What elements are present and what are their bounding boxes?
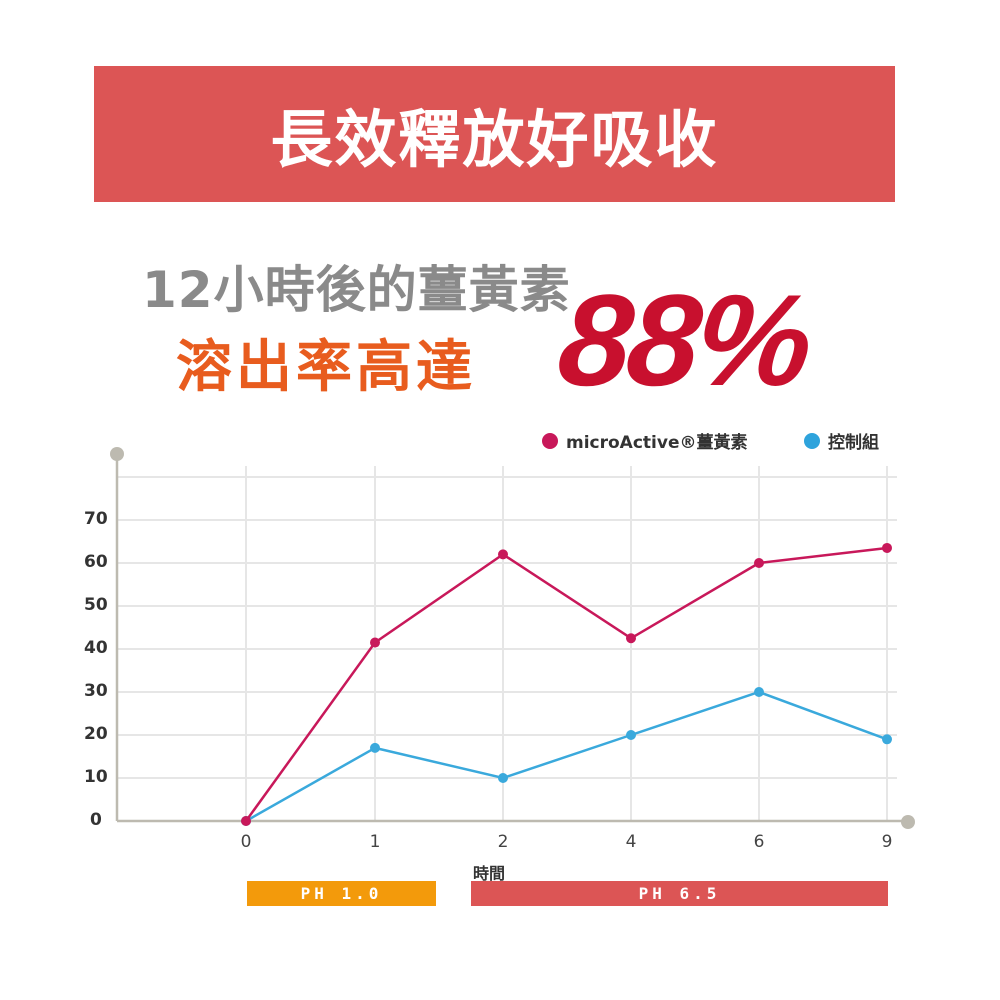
legend-item-control: 控制組 bbox=[804, 428, 879, 453]
y-tick-label: 0 bbox=[90, 810, 102, 830]
ph-band-1: PH 1.0 bbox=[247, 881, 436, 906]
legend-label: 控制組 bbox=[828, 433, 879, 453]
legend-dot-icon bbox=[804, 432, 820, 449]
x-axis-end-icon bbox=[901, 815, 915, 829]
y-tick-label: 40 bbox=[84, 638, 108, 658]
data-point bbox=[498, 549, 508, 560]
x-tick-label: 9 bbox=[881, 832, 893, 852]
data-point bbox=[626, 730, 636, 740]
x-tick-label: 6 bbox=[753, 832, 765, 852]
legend-dot-icon bbox=[542, 432, 558, 449]
series-line-control bbox=[245, 690, 888, 823]
y-tick-label: 50 bbox=[84, 595, 108, 615]
y-tick-label: 30 bbox=[84, 681, 108, 701]
data-point bbox=[754, 687, 764, 697]
x-tick-label: 0 bbox=[240, 832, 252, 852]
data-point bbox=[882, 734, 892, 745]
x-tick-label: 4 bbox=[625, 832, 637, 852]
data-point bbox=[754, 558, 764, 568]
data-point bbox=[626, 633, 636, 644]
legend-label: microActive®薑黃素 bbox=[566, 433, 748, 453]
y-tick-label: 20 bbox=[84, 724, 108, 744]
x-tick-label: 2 bbox=[497, 832, 509, 852]
data-point bbox=[370, 637, 380, 648]
data-point bbox=[498, 773, 508, 783]
y-tick-label: 70 bbox=[84, 509, 108, 529]
series-line-microactive bbox=[244, 546, 888, 822]
x-axis-label: 時間 bbox=[473, 864, 506, 883]
headline-line1: 12小時後的薑黃素 bbox=[142, 261, 571, 319]
data-point bbox=[241, 816, 251, 826]
x-tick-label: 1 bbox=[369, 832, 381, 852]
headline-line2: 溶出率高達 bbox=[176, 335, 476, 400]
y-tick-label: 60 bbox=[84, 552, 108, 572]
chart-grid bbox=[118, 466, 897, 821]
y-axis-end-icon bbox=[110, 447, 124, 461]
data-point bbox=[882, 542, 892, 553]
chart-series bbox=[241, 542, 892, 826]
ph-band-2: PH 6.5 bbox=[471, 881, 888, 906]
title-banner: 長效釋放好吸收 bbox=[94, 66, 895, 202]
banner-title: 長效釋放好吸收 bbox=[270, 103, 719, 176]
y-tick-label: 10 bbox=[84, 767, 108, 787]
data-point bbox=[370, 742, 380, 753]
legend-item-microactive: microActive®薑黃素 bbox=[542, 428, 747, 453]
